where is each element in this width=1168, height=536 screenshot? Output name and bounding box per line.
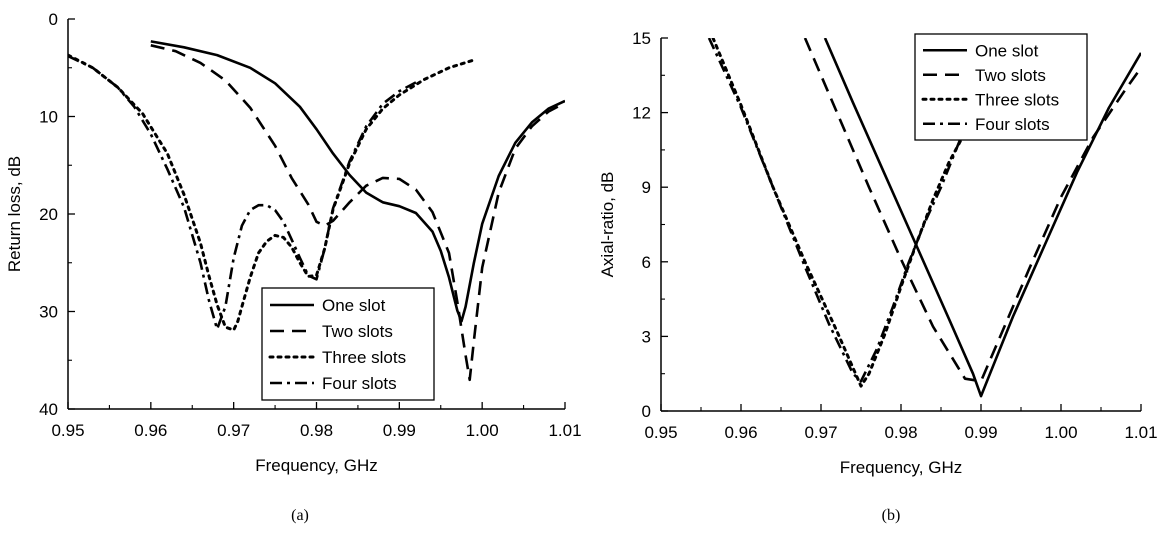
y-axis-label: Axial-ratio, dB: [598, 172, 617, 278]
legend-box: [261, 287, 435, 401]
y-tick-label: 15: [632, 29, 651, 48]
x-tick-label: 0.98: [884, 423, 917, 442]
y-tick-label: 3: [642, 327, 651, 346]
x-axis-label: Frequency, GHz: [255, 456, 378, 475]
x-axis-label: Frequency, GHz: [840, 458, 963, 477]
legend-label: Four slots: [322, 374, 397, 393]
y-axis-label: Return loss, dB: [5, 156, 24, 272]
x-tick-label: 0.99: [383, 421, 416, 440]
y-tick-label: 30: [39, 303, 58, 322]
y-tick-label: 0: [49, 10, 58, 29]
series-line: [150, 44, 565, 382]
y-tick-label: 6: [642, 253, 651, 272]
x-tick-label: 0.97: [217, 421, 250, 440]
x-tick-label: 1.01: [548, 421, 581, 440]
panel-a: 0.95 0.96 0.97 0.98 0.99 1.00 1.01 0 10 20 30 40 Fre…: [5, 10, 582, 524]
legend-label: Two slots: [322, 322, 393, 341]
series-line: [707, 38, 975, 383]
x-tick-label: 0.96: [724, 423, 757, 442]
legend-label: One slot: [322, 296, 386, 315]
y-tick-label: 9: [642, 178, 651, 197]
y-tick-label: 10: [39, 108, 58, 127]
panel-b: 0.95 0.96 0.97 0.98 0.99 1.00 1.01 0 3 6 9 12 15 Freq…: [598, 29, 1158, 524]
x-tick-label: 0.95: [51, 421, 84, 440]
series-line: [68, 54, 417, 331]
y-tick-label: 40: [39, 400, 58, 419]
x-tick-label: 0.95: [644, 423, 677, 442]
legend: One slot Two slots Three slots Four slots: [261, 287, 435, 401]
y-tick-label: 20: [39, 205, 58, 224]
x-tick-label: 1.00: [1044, 423, 1077, 442]
x-tick-label: 0.98: [300, 421, 333, 440]
series-line: [150, 40, 565, 323]
legend-box: [914, 33, 1088, 141]
y-tick-label: 0: [642, 402, 651, 421]
legend-label: Three slots: [975, 90, 1059, 109]
legend-label: Four slots: [975, 115, 1050, 134]
panel-caption: (b): [882, 507, 901, 524]
x-tick-label: 1.00: [466, 421, 499, 440]
series-line: [68, 53, 476, 332]
x-tick-label: 0.97: [804, 423, 837, 442]
x-tick-label: 1.01: [1124, 423, 1157, 442]
x-tick-label: 0.99: [964, 423, 997, 442]
series-line: [711, 38, 967, 388]
series-line: [823, 38, 1141, 398]
panel-caption: (a): [291, 507, 309, 524]
x-tick-label: 0.96: [134, 421, 167, 440]
legend-label: Two slots: [975, 66, 1046, 85]
legend-label: One slot: [975, 41, 1039, 60]
series-line: [803, 38, 1141, 383]
legend: One slot Two slots Three slots Four slots: [914, 33, 1088, 141]
legend-label: Three slots: [322, 348, 406, 367]
y-tick-label: 12: [632, 104, 651, 123]
